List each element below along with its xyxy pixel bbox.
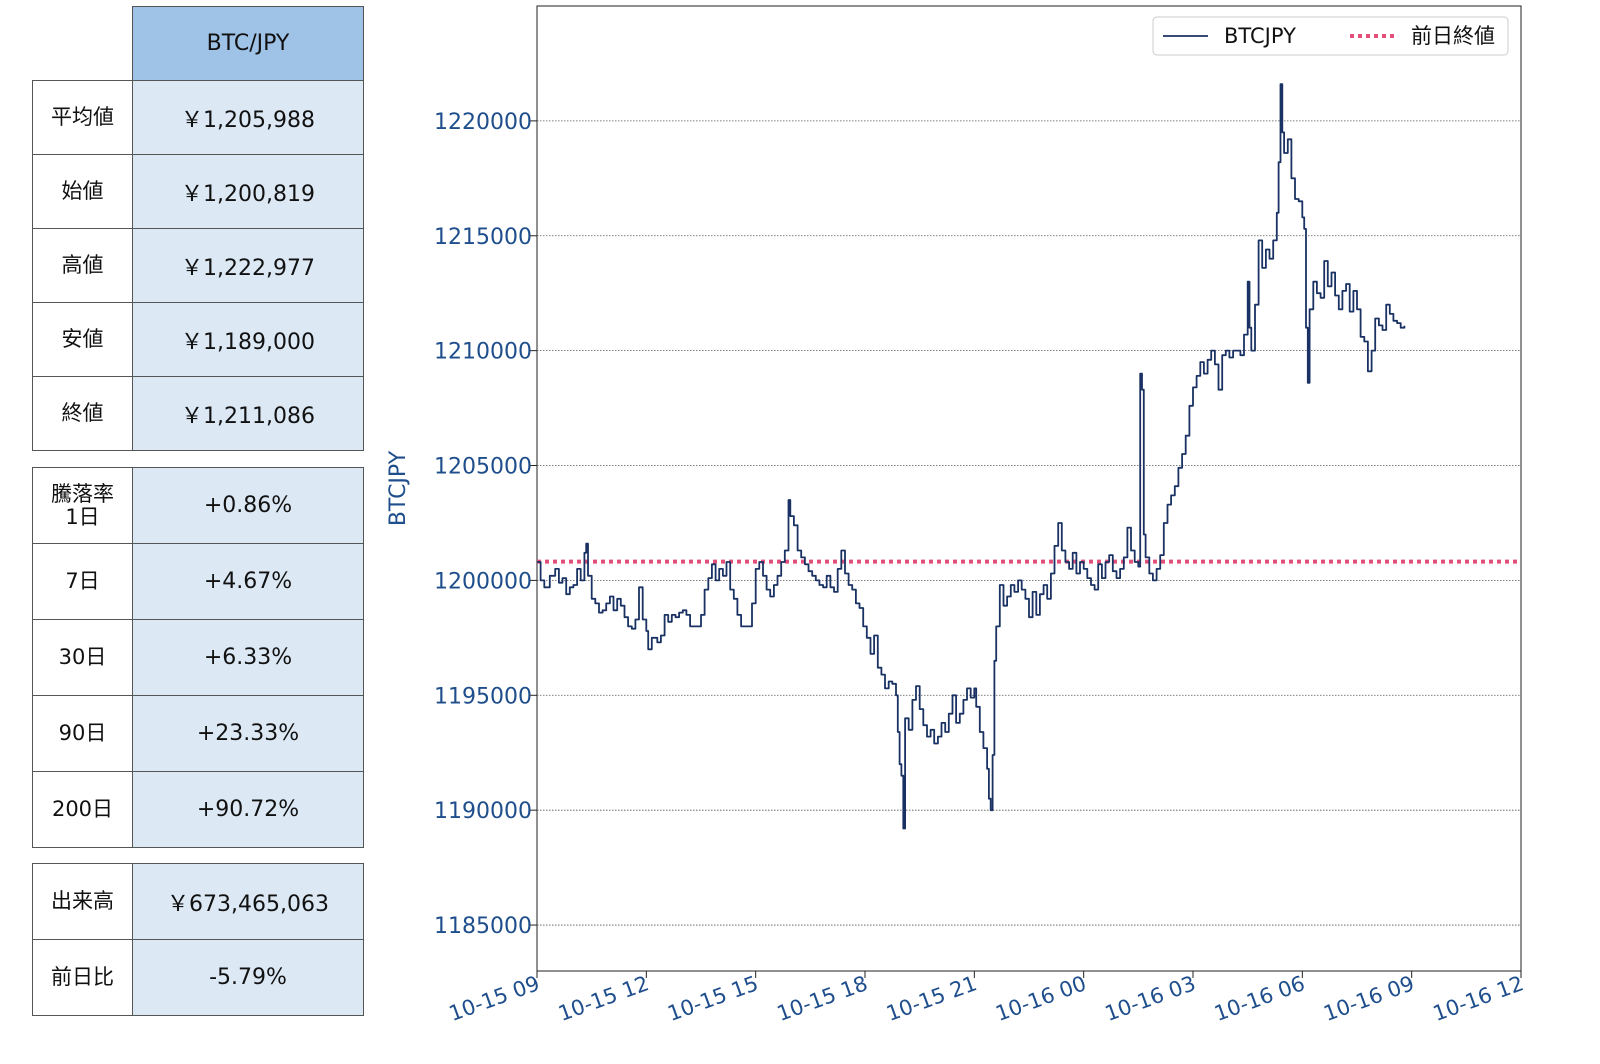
row-label: 200日 <box>32 771 133 848</box>
row-label: 7日 <box>32 543 133 620</box>
table-row: 騰落率 1日 +0.86% <box>32 467 364 544</box>
table-row: 高値 ￥1,222,977 <box>32 228 364 303</box>
summary-table: BTC/JPY 平均値 ￥1,205,988 始値 ￥1,200,819 高値 … <box>32 6 364 451</box>
legend-label-prev-close: 前日終値 <box>1411 24 1495 48</box>
change-rate-table: 騰落率 1日 +0.86% 7日 +4.67% 30日 +6.33% 90日 +… <box>32 467 364 848</box>
row-value: +4.67% <box>132 543 364 620</box>
x-tick-label: 10-15 18 <box>774 971 871 1026</box>
row-label: 騰落率 1日 <box>32 467 133 544</box>
row-label: 前日比 <box>32 939 133 1016</box>
legend-box <box>1152 16 1509 56</box>
row-label: 高値 <box>32 228 133 303</box>
volume-table: 出来高 ￥673,465,063 前日比 -5.79% <box>32 863 364 1016</box>
table-row: 平均値 ￥1,205,988 <box>32 80 364 155</box>
x-tick-label: 10-16 12 <box>1430 971 1527 1026</box>
row-label: 安値 <box>32 302 133 377</box>
legend: BTCJPY 前日終値 <box>1152 16 1509 56</box>
y-tick-label: 1220000 <box>434 110 532 135</box>
x-tick-label: 10-15 21 <box>883 971 980 1026</box>
pair-header: BTC/JPY <box>132 6 364 81</box>
y-tick-label: 1215000 <box>434 225 532 250</box>
row-label: 出来高 <box>32 863 133 940</box>
table-row: 終値 ￥1,211,086 <box>32 376 364 451</box>
table-row: 90日 +23.33% <box>32 695 364 772</box>
row-label: 30日 <box>32 619 133 696</box>
plot-area <box>536 5 1522 972</box>
x-tick-label: 10-15 09 <box>446 971 543 1026</box>
x-tick-label: 10-16 06 <box>1211 971 1308 1026</box>
row-label: 90日 <box>32 695 133 772</box>
x-tick-label: 10-16 03 <box>1102 971 1199 1026</box>
y-tick-label: 1205000 <box>434 455 532 480</box>
table-row: 安値 ￥1,189,000 <box>32 302 364 377</box>
row-label: 平均値 <box>32 80 133 155</box>
legend-label-btcjpy: BTCJPY <box>1224 24 1296 48</box>
y-tick-label: 1210000 <box>434 340 532 365</box>
row-value: +23.33% <box>132 695 364 772</box>
empty-corner <box>32 6 133 81</box>
y-tick-label: 1190000 <box>434 799 532 824</box>
y-tick-label: 1185000 <box>434 914 532 939</box>
x-tick-label: 10-16 09 <box>1320 971 1417 1026</box>
y-axis-label: BTCJPY <box>386 450 411 526</box>
row-label: 終値 <box>32 376 133 451</box>
row-value: +6.33% <box>132 619 364 696</box>
row-value: ￥1,205,988 <box>132 80 364 155</box>
row-value: +0.86% <box>132 467 364 544</box>
row-label: 始値 <box>32 154 133 229</box>
table-row: 始値 ￥1,200,819 <box>32 154 364 229</box>
btcjpy-line <box>537 83 1406 830</box>
row-value: +90.72% <box>132 771 364 848</box>
table-row: 200日 +90.72% <box>32 771 364 848</box>
row-value: -5.79% <box>132 939 364 1016</box>
x-tick-label: 10-15 15 <box>664 971 761 1026</box>
table-row: 前日比 -5.79% <box>32 939 364 1016</box>
y-tick-label: 1195000 <box>434 684 532 709</box>
x-tick-label: 10-15 12 <box>555 971 652 1026</box>
table-row: 出来高 ￥673,465,063 <box>32 863 364 940</box>
row-value: ￥1,222,977 <box>132 228 364 303</box>
row-value: ￥1,211,086 <box>132 376 364 451</box>
y-tick-label: 1200000 <box>434 569 532 594</box>
table-row: 7日 +4.67% <box>32 543 364 620</box>
table-row: 30日 +6.33% <box>32 619 364 696</box>
row-value: ￥673,465,063 <box>132 863 364 940</box>
row-value: ￥1,200,819 <box>132 154 364 229</box>
x-tick-label: 10-16 00 <box>992 971 1089 1026</box>
